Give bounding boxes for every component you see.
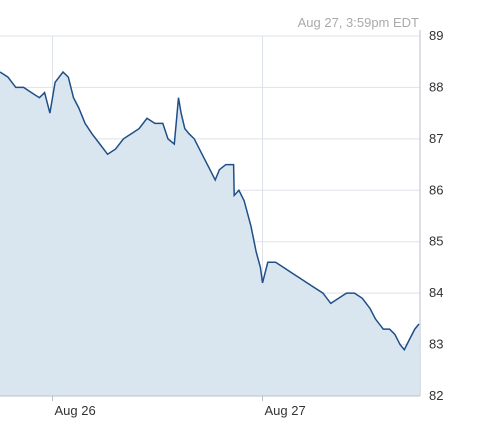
- y-tick-label: 82: [429, 388, 443, 403]
- x-tick-labels: Aug 26 Aug 27: [52, 396, 306, 418]
- y-tick-label: 89: [429, 28, 443, 43]
- series-area: [0, 72, 419, 396]
- y-tick-label: 88: [429, 79, 443, 94]
- y-tick-label: 84: [429, 285, 443, 300]
- x-tick-label: Aug 26: [55, 403, 96, 418]
- series-line: [0, 70, 420, 352]
- y-tick-label: 87: [429, 131, 443, 146]
- x-tick-label: Aug 27: [265, 403, 306, 418]
- y-tick-label: 83: [429, 337, 443, 352]
- y-tick-label: 85: [429, 234, 443, 249]
- y-tick-label: 86: [429, 182, 443, 197]
- y-tick-labels: 82 83 84 85 86 87 88 89: [429, 28, 443, 403]
- timestamp-label: Aug 27, 3:59pm EDT: [298, 15, 419, 30]
